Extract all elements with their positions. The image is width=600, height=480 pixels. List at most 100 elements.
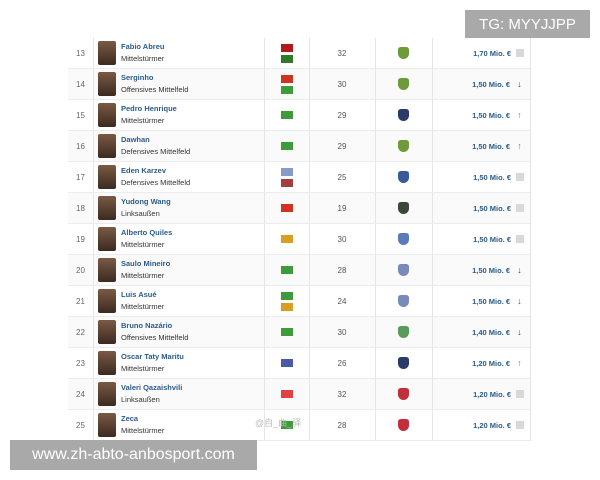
market-value-text[interactable]: 1,20 Mio. € [472,358,510,368]
nationality-flag-icon [280,291,293,300]
club-crest-icon[interactable] [398,264,409,276]
market-value-text[interactable]: 1,20 Mio. € [473,420,511,430]
player-name-link[interactable]: Dawhan [121,135,150,144]
trend-up-icon: ↑ [517,358,522,368]
market-value-text[interactable]: 1,50 Mio. € [472,110,510,120]
club[interactable] [375,162,432,192]
column-divider [93,348,94,378]
market-value: 1,20 Mio. € [432,410,524,440]
market-value-text[interactable]: 1,50 Mio. € [473,172,511,182]
column-divider [375,317,376,347]
market-value-text[interactable]: 1,70 Mio. € [473,48,511,58]
table-row: 17 Eden Karzev Defensives Mittelfeld 25 … [68,162,530,193]
market-value-text[interactable]: 1,20 Mio. € [473,389,511,399]
club-crest-icon[interactable] [398,233,409,245]
player-photo[interactable] [98,227,116,251]
club[interactable] [375,131,432,161]
club-crest-icon[interactable] [398,47,409,59]
player-name-link[interactable]: Fabio Abreu [121,42,165,51]
player-name-link[interactable]: Serginho [121,73,154,82]
age: 32 [337,389,347,399]
rank: 17 [76,172,85,182]
column-divider [375,379,376,409]
player-position: Offensives Mittelfeld [121,333,189,342]
player-position: Mittelstürmer [121,302,165,311]
club-crest-icon[interactable] [398,171,409,183]
rank: 19 [76,234,85,244]
player-photo[interactable] [98,134,116,158]
player-name-link[interactable]: Bruno Nazário [121,321,173,330]
player-photo[interactable] [98,103,116,127]
player-info: Pedro Henrique Mittelstürmer [121,103,177,127]
player-info: Luis Asué Mittelstürmer [121,289,164,313]
market-value-text[interactable]: 1,50 Mio. € [473,203,511,213]
nationality-flag-icon [280,302,293,311]
club[interactable] [375,193,432,223]
player-photo[interactable] [98,165,116,189]
column-divider [264,286,265,316]
market-value: 1,50 Mio. € ↓ [432,286,524,316]
club[interactable] [375,69,432,99]
club[interactable] [375,379,432,409]
club-crest-icon[interactable] [398,202,409,214]
club[interactable] [375,38,432,68]
nationality [264,38,309,68]
club-crest-icon[interactable] [398,140,409,152]
column-divider [264,224,265,254]
club-crest-icon[interactable] [398,357,409,369]
column-divider [375,100,376,130]
market-value-text[interactable]: 1,50 Mio. € [472,265,510,275]
club[interactable] [375,224,432,254]
club-crest-icon[interactable] [398,388,409,400]
column-divider [93,100,94,130]
trend-neutral-icon [516,204,524,212]
player-name-link[interactable]: Alberto Quiles [121,228,173,237]
player-photo[interactable] [98,413,116,437]
trend-up-icon: ↑ [517,110,522,120]
rank: 16 [76,141,85,151]
column-divider [93,317,94,347]
nationality-flag-icon [280,74,293,83]
club-crest-icon[interactable] [398,295,409,307]
market-value-text[interactable]: 1,50 Mio. € [472,79,510,89]
player-photo[interactable] [98,196,116,220]
market-value-text[interactable]: 1,50 Mio. € [472,141,510,151]
table-row: 25 Zeca Mittelstürmer 28 1,20 Mio. € [68,410,530,441]
club-crest-icon[interactable] [398,326,409,338]
player-photo[interactable] [98,320,116,344]
market-value-text[interactable]: 1,50 Mio. € [472,296,510,306]
column-divider [264,348,265,378]
player-photo[interactable] [98,289,116,313]
club[interactable] [375,348,432,378]
player-photo[interactable] [98,72,116,96]
column-divider [264,410,265,440]
player-position: Linksaußen [121,395,160,404]
market-value: 1,20 Mio. € [432,379,524,409]
player-name-link[interactable]: Yudong Wang [121,197,171,206]
club[interactable] [375,317,432,347]
player-photo[interactable] [98,258,116,282]
player-photo[interactable] [98,351,116,375]
player-name-link[interactable]: Pedro Henrique [121,104,177,113]
player-name-link[interactable]: Oscar Taty Maritu [121,352,184,361]
player-name-link[interactable]: Zeca [121,414,139,423]
column-divider [309,379,310,409]
club[interactable] [375,410,432,440]
club[interactable] [375,286,432,316]
club-crest-icon[interactable] [398,109,409,121]
player-name-link[interactable]: Eden Karzev [121,166,167,175]
player-photo[interactable] [98,41,116,65]
player-name-link[interactable]: Luis Asué [121,290,157,299]
player-photo[interactable] [98,382,116,406]
market-value-text[interactable]: 1,40 Mio. € [472,327,510,337]
player-name-link[interactable]: Saulo Mineiro [121,259,171,268]
player-info: Valeri Qazaishvili Linksaußen [121,382,182,406]
market-value: 1,20 Mio. € ↑ [432,348,524,378]
player-position: Offensives Mittelfeld [121,85,189,94]
club-crest-icon[interactable] [398,419,409,431]
market-value-text[interactable]: 1,50 Mio. € [473,234,511,244]
club-crest-icon[interactable] [398,78,409,90]
club[interactable] [375,255,432,285]
club[interactable] [375,100,432,130]
player-name-link[interactable]: Valeri Qazaishvili [121,383,183,392]
